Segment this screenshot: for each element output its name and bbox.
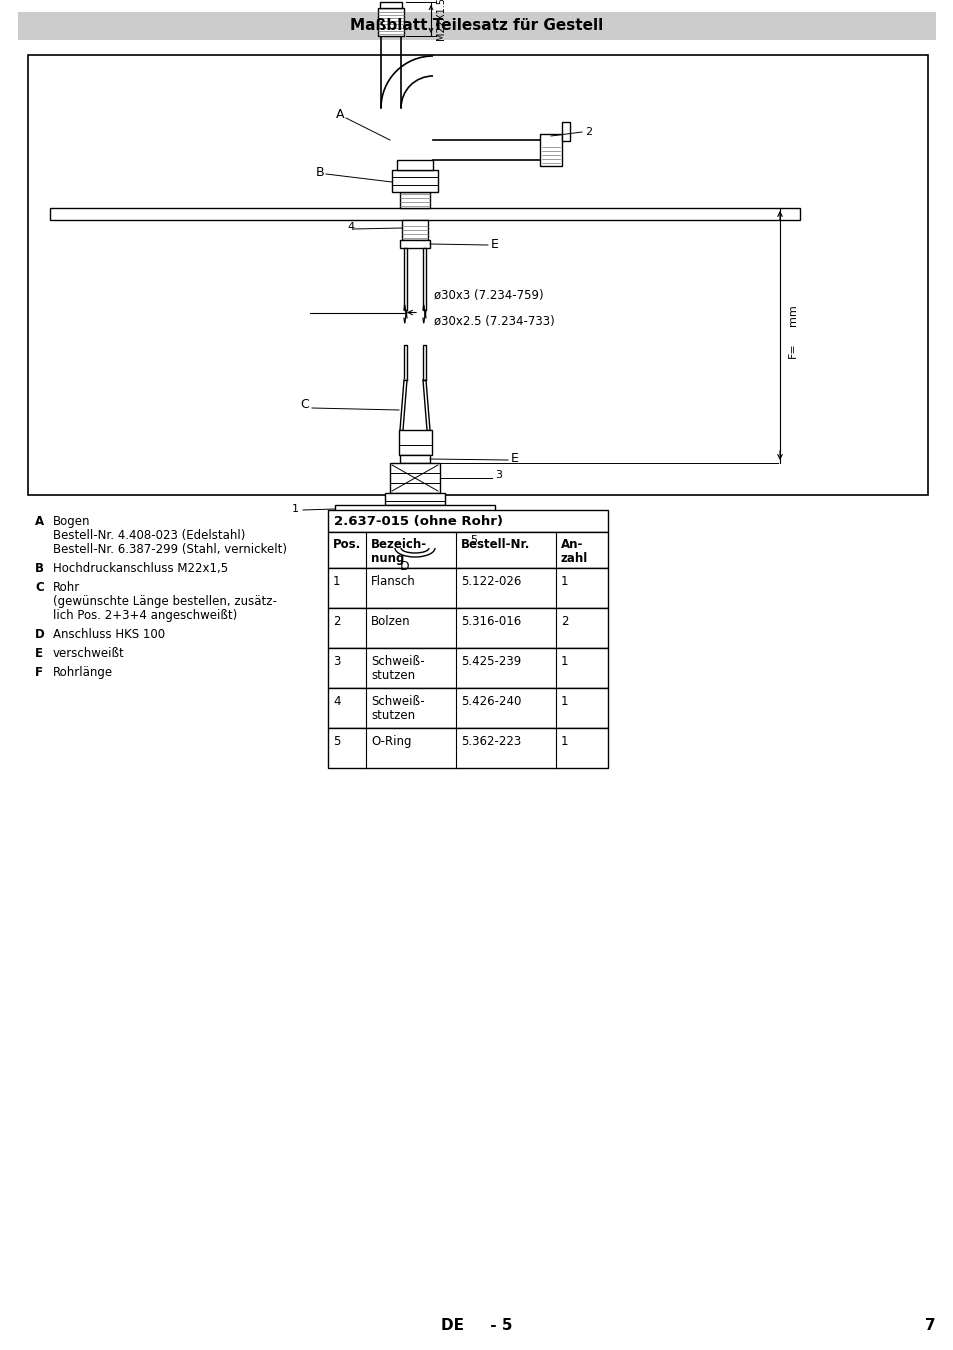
Bar [328, 510, 607, 532]
Text: Bezeich-: Bezeich- [371, 539, 427, 551]
Bar [379, 1, 401, 8]
Text: 1: 1 [560, 734, 568, 748]
Polygon shape [388, 513, 441, 539]
Text: B: B [315, 166, 324, 178]
Text: Bogen: Bogen [53, 514, 91, 528]
Text: E: E [491, 238, 498, 251]
Text: 1: 1 [292, 504, 298, 514]
Text: Schweiß-: Schweiß- [371, 695, 424, 707]
Text: C: C [300, 398, 309, 412]
Text: 5.316-016: 5.316-016 [460, 616, 520, 628]
Text: nung: nung [371, 552, 404, 566]
Text: ø30x2.5 (7.234-733): ø30x2.5 (7.234-733) [434, 316, 554, 328]
Text: F: F [35, 666, 43, 679]
Text: C: C [35, 580, 44, 594]
Text: Rohrlänge: Rohrlänge [53, 666, 113, 679]
Text: 3: 3 [333, 655, 340, 668]
Text: stutzen: stutzen [371, 709, 415, 722]
Bar [422, 248, 426, 310]
Text: Flansch: Flansch [371, 575, 416, 589]
Text: Bestell-Nr. 4.408-023 (Edelstahl): Bestell-Nr. 4.408-023 (Edelstahl) [53, 529, 245, 541]
Bar [561, 122, 569, 140]
Text: 5.425-239: 5.425-239 [460, 655, 520, 668]
Text: A: A [335, 108, 344, 122]
Text: F=: F= [787, 343, 797, 358]
Text: 5.362-223: 5.362-223 [460, 734, 520, 748]
Text: Bolzen: Bolzen [371, 616, 410, 628]
Text: Bestell-Nr.: Bestell-Nr. [460, 539, 530, 551]
Bar [399, 192, 430, 208]
Bar [399, 240, 430, 248]
Bar [539, 134, 561, 166]
Bar [398, 431, 432, 455]
Text: O-Ring: O-Ring [371, 734, 411, 748]
Text: E: E [35, 647, 43, 660]
Text: 4: 4 [333, 695, 340, 707]
Text: 1: 1 [333, 575, 340, 589]
Polygon shape [399, 379, 407, 431]
Text: 1: 1 [560, 575, 568, 589]
Bar [328, 648, 607, 688]
Text: 7: 7 [923, 1318, 934, 1332]
Text: D: D [399, 559, 410, 572]
Bar [396, 161, 433, 170]
Text: Rohr: Rohr [53, 580, 80, 594]
Bar [401, 220, 428, 240]
Text: B: B [35, 562, 44, 575]
Text: 1: 1 [560, 655, 568, 668]
Text: Anschluss HKS 100: Anschluss HKS 100 [53, 628, 165, 641]
Text: D: D [35, 628, 45, 641]
Bar [50, 208, 800, 220]
Text: An-: An- [560, 539, 583, 551]
Text: 2.637-015 (ohne Rohr): 2.637-015 (ohne Rohr) [334, 514, 502, 528]
Text: 5: 5 [470, 535, 476, 545]
Text: mm: mm [787, 305, 797, 327]
Bar [392, 170, 437, 192]
Bar [328, 688, 607, 728]
Bar [335, 505, 495, 513]
Text: stutzen: stutzen [371, 670, 415, 682]
Text: 4: 4 [347, 221, 354, 232]
Bar [328, 568, 607, 608]
Text: ø30x3 (7.234-759): ø30x3 (7.234-759) [434, 289, 543, 302]
Text: Maßblatt Teilesatz für Gestell: Maßblatt Teilesatz für Gestell [350, 19, 603, 34]
Text: 1: 1 [560, 695, 568, 707]
Text: M22X1.5: M22X1.5 [436, 0, 446, 40]
Bar [402, 539, 427, 548]
Text: E: E [511, 452, 518, 466]
Bar [403, 346, 407, 379]
Bar [328, 728, 607, 768]
Text: Pos.: Pos. [333, 539, 361, 551]
Text: 5.122-026: 5.122-026 [460, 575, 521, 589]
Bar [390, 463, 439, 493]
Text: Bestell-Nr. 6.387-299 (Stahl, vernickelt): Bestell-Nr. 6.387-299 (Stahl, vernickelt… [53, 543, 287, 556]
Bar [328, 608, 607, 648]
Text: 5.426-240: 5.426-240 [460, 695, 521, 707]
Bar [328, 532, 607, 568]
Bar [385, 493, 444, 505]
Text: 2: 2 [584, 127, 592, 136]
Bar [422, 346, 426, 379]
Text: DE     - 5: DE - 5 [441, 1318, 512, 1332]
Text: A: A [35, 514, 44, 528]
Text: 2: 2 [560, 616, 568, 628]
Text: 5: 5 [333, 734, 340, 748]
Bar [403, 248, 407, 310]
Text: Schweiß-: Schweiß- [371, 655, 424, 668]
Text: zahl: zahl [560, 552, 588, 566]
Text: Hochdruckanschluss M22x1,5: Hochdruckanschluss M22x1,5 [53, 562, 228, 575]
Text: lich Pos. 2+3+4 angeschweißt): lich Pos. 2+3+4 angeschweißt) [53, 609, 237, 622]
Text: 2: 2 [333, 616, 340, 628]
Bar [18, 12, 935, 40]
Bar [399, 455, 430, 463]
Bar [377, 8, 403, 36]
Text: (gewünschte Länge bestellen, zusätz-: (gewünschte Länge bestellen, zusätz- [53, 595, 276, 608]
Text: verschweißt: verschweißt [53, 647, 125, 660]
Text: 3: 3 [495, 470, 501, 481]
Bar [28, 55, 927, 495]
